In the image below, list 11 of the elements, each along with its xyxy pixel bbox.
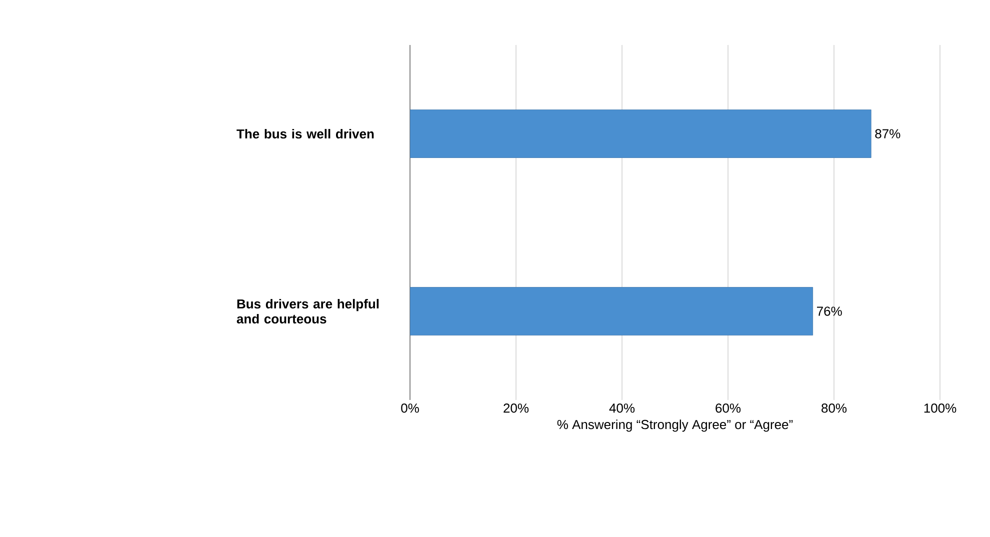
y-tick-label: The bus is well driven (236, 128, 374, 139)
x-tick-label: 40% (609, 404, 635, 413)
x-axis-title: % Answering “Strongly Agree” or “Agree” (557, 420, 793, 432)
x-tick-label: 0% (401, 404, 419, 413)
x-tick-label: 80% (822, 404, 847, 413)
y-tick-label: Bus drivers are helpful and courteous (236, 298, 379, 324)
data-label: 76% (817, 306, 842, 316)
x-tick-label: 20% (504, 404, 529, 413)
x-tick-label: 60% (716, 404, 741, 413)
data-label: 87% (875, 129, 900, 138)
x-tick-label: 100% (924, 404, 956, 413)
